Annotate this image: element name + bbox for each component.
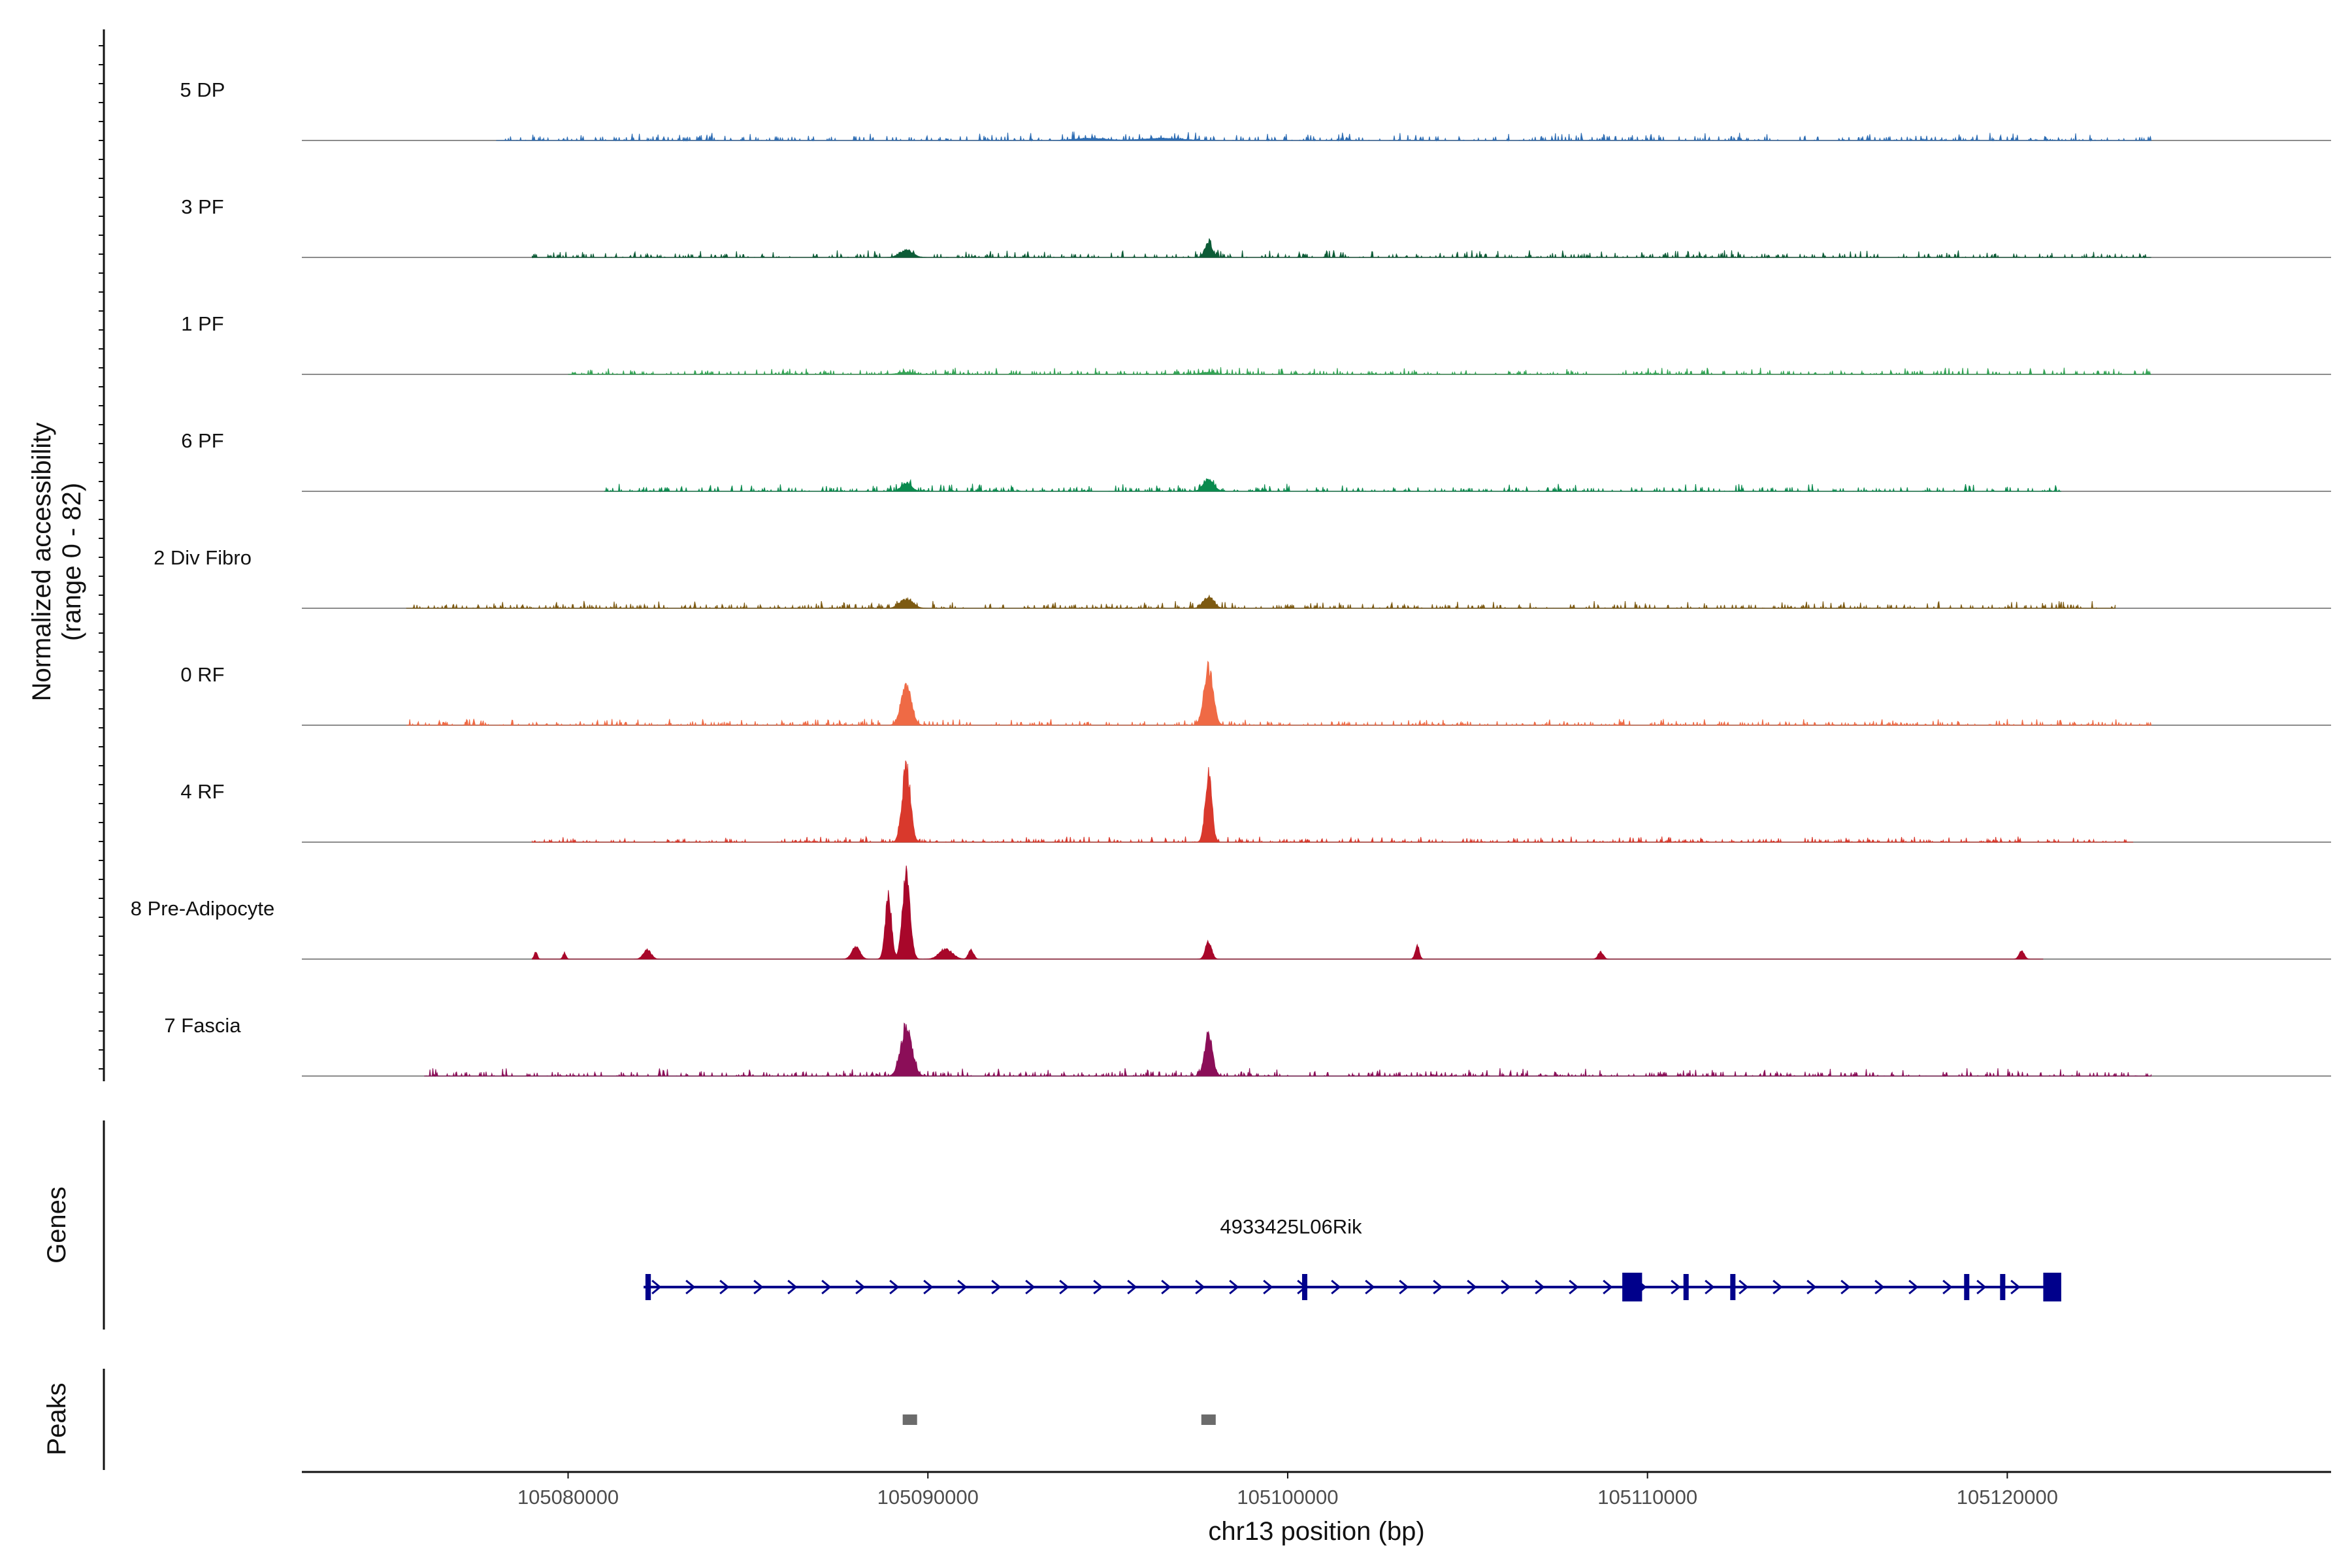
track-7: 4 RF xyxy=(180,760,2331,843)
strand-arrow xyxy=(855,1279,866,1295)
strand-arrow xyxy=(1025,1279,1036,1295)
track-label: 8 Pre-Adipocyte xyxy=(131,897,275,920)
strand-arrow xyxy=(1161,1279,1171,1295)
track-2: 3 PF xyxy=(181,195,2331,259)
strand-arrow xyxy=(1229,1279,1239,1295)
track-8: 8 Pre-Adipocyte xyxy=(131,865,2331,960)
coverage-area xyxy=(532,238,2151,259)
gene-exon xyxy=(1301,1274,1307,1300)
x-axis-ticks: 105080000 105090000 105100000 105110000 1051… xyxy=(517,1472,2058,1509)
strand-arrow xyxy=(1399,1279,1409,1295)
coverage-tracks: 5 DP 3 PF 1 PF 6 PF 2 Div Fibro 0 RF 4 RF 8 Pre… xyxy=(131,78,2331,1077)
peaks-panel-title: Peaks xyxy=(42,1382,71,1455)
track-label: 1 PF xyxy=(181,312,223,335)
track-label: 0 RF xyxy=(180,663,224,686)
ylabel: Normalized accessibility xyxy=(27,423,56,702)
track-label: 6 PF xyxy=(181,429,223,452)
coverage-area xyxy=(532,865,2044,960)
strand-arrow xyxy=(821,1279,832,1295)
strand-arrow xyxy=(2010,1279,2021,1295)
coverage-area xyxy=(496,131,2152,142)
strand-arrow xyxy=(1671,1279,1681,1295)
strand-arrow xyxy=(1365,1279,1375,1295)
track-4: 6 PF xyxy=(181,429,2331,493)
gene-annotation-track: 4933425L06Rik xyxy=(644,1215,2061,1301)
strand-arrow xyxy=(889,1279,900,1295)
track-label: 5 DP xyxy=(180,78,225,101)
strand-arrow xyxy=(1908,1279,1919,1295)
strand-arrow xyxy=(1127,1279,1137,1295)
strand-arrow xyxy=(787,1279,798,1295)
strand-arrow xyxy=(991,1279,1002,1295)
gene-exon xyxy=(645,1274,651,1300)
strand-arrow xyxy=(1467,1279,1477,1295)
gene-exon xyxy=(1622,1273,1642,1301)
coverage-area xyxy=(406,594,2116,610)
peak-region xyxy=(902,1414,917,1425)
peak-region xyxy=(1201,1414,1216,1425)
strand-arrow xyxy=(719,1279,730,1295)
strand-arrow xyxy=(1331,1279,1341,1295)
coverage-area xyxy=(532,760,2134,843)
track-label: 3 PF xyxy=(181,195,223,218)
coverage-y-axis-title: Normalized accessibility (range 0 - 82) xyxy=(27,423,86,702)
strand-arrow xyxy=(1874,1279,1885,1295)
coverage-y-ticks xyxy=(99,45,104,1070)
track-5: 2 Div Fibro xyxy=(154,546,2331,610)
gene-exon xyxy=(2000,1274,2006,1300)
strand-arrow xyxy=(1806,1279,1817,1295)
x-tick-label: 105090000 xyxy=(877,1486,979,1509)
x-tick-label: 105120000 xyxy=(1957,1486,2058,1509)
track-9: 7 Fascia xyxy=(164,1014,2331,1077)
track-label: 7 Fascia xyxy=(164,1014,241,1037)
gene-exon xyxy=(1683,1274,1689,1300)
strand-arrow xyxy=(1840,1279,1851,1295)
coverage-area xyxy=(604,478,2061,493)
ylabel-range: (range 0 - 82) xyxy=(57,483,86,641)
track-label: 4 RF xyxy=(180,780,224,803)
strand-arrow xyxy=(651,1279,662,1295)
genes-panel-title: Genes xyxy=(42,1186,71,1264)
strand-arrow xyxy=(1059,1279,1070,1295)
gene-exon xyxy=(2043,1273,2061,1301)
x-tick-label: 105080000 xyxy=(517,1486,619,1509)
strand-arrow xyxy=(1976,1279,1987,1295)
strand-arrow xyxy=(1093,1279,1103,1295)
gene-exon xyxy=(1730,1274,1736,1300)
x-tick-label: 105110000 xyxy=(1597,1486,1697,1509)
peaks-track xyxy=(902,1414,1216,1425)
gene-label: 4933425L06Rik xyxy=(1220,1215,1362,1238)
strand-arrow xyxy=(1569,1279,1579,1295)
strand-arrow xyxy=(1942,1279,1953,1295)
coverage-area xyxy=(424,1022,2152,1077)
coverage-area xyxy=(568,367,2151,376)
coverage-area xyxy=(406,661,2152,727)
track-label: 2 Div Fibro xyxy=(154,546,252,569)
track-6: 0 RF xyxy=(180,661,2331,727)
strand-arrow xyxy=(1739,1279,1749,1295)
gene-model: 4933425L06Rik xyxy=(644,1215,2061,1301)
strand-arrow xyxy=(1195,1279,1205,1295)
strand-arrow xyxy=(685,1279,696,1295)
x-axis-title: chr13 position (bp) xyxy=(1208,1517,1424,1546)
strand-arrow xyxy=(1501,1279,1511,1295)
strand-arrow xyxy=(753,1279,764,1295)
strand-arrow xyxy=(1772,1279,1783,1295)
strand-arrow xyxy=(957,1279,968,1295)
strand-arrow xyxy=(1263,1279,1273,1295)
gene-exon xyxy=(1964,1274,1970,1300)
track-1: 5 DP xyxy=(180,78,2331,142)
strand-arrow xyxy=(1433,1279,1443,1295)
strand-arrow xyxy=(1535,1279,1545,1295)
x-tick-label: 105100000 xyxy=(1237,1486,1338,1509)
strand-arrow xyxy=(923,1279,934,1295)
strand-arrow xyxy=(1603,1279,1613,1295)
track-3: 1 PF xyxy=(181,312,2331,376)
strand-arrow xyxy=(1705,1279,1715,1295)
